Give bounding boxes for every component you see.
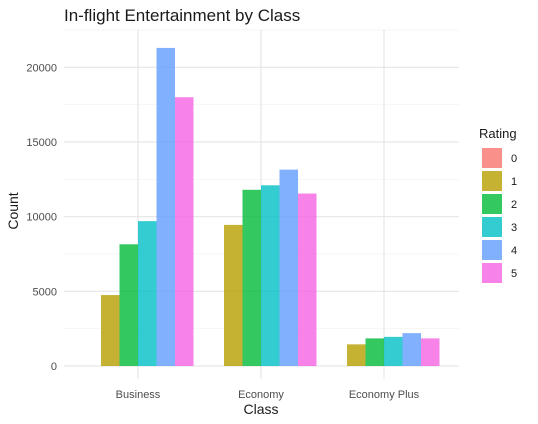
bar-business-rating-3 — [138, 221, 157, 366]
bar-economy-plus-rating-2 — [365, 338, 384, 366]
x-tick-label: Business — [116, 389, 161, 401]
legend-key-2 — [482, 194, 502, 214]
bar-economy-plus-rating-1 — [347, 344, 366, 366]
x-axis-ticks: Business Economy Economy Plus — [116, 389, 420, 401]
y-tick-label: 5000 — [33, 286, 57, 298]
legend-label-0: 0 — [511, 153, 517, 165]
y-tick-label: 15000 — [26, 137, 57, 149]
legend-title: Rating — [479, 126, 517, 141]
bar-economy-plus-rating-4 — [402, 333, 421, 366]
legend-label-5: 5 — [511, 268, 517, 280]
legend-label-1: 1 — [511, 176, 517, 188]
bar-business-rating-5 — [175, 97, 194, 366]
bar-economy-rating-1 — [224, 224, 243, 366]
legend-key-0 — [482, 148, 502, 168]
legend-key-4 — [482, 240, 502, 260]
legend-key-1 — [482, 171, 502, 191]
y-tick-label: 20000 — [26, 62, 57, 74]
bar-economy-rating-3 — [261, 185, 280, 366]
y-axis-title: Count — [5, 192, 21, 229]
legend-key-5 — [482, 263, 502, 283]
bar-economy-rating-4 — [279, 169, 298, 366]
legend: Rating 0 1 2 3 4 5 — [479, 126, 517, 283]
bar-economy-plus-rating-5 — [421, 338, 440, 366]
y-tick-label: 0 — [51, 361, 57, 373]
bar-business-rating-1 — [101, 295, 120, 366]
legend-label-3: 3 — [511, 222, 517, 234]
bar-business-rating-2 — [119, 244, 138, 366]
chart-title: In-flight Entertainment by Class — [64, 6, 300, 25]
y-axis-ticks: 0 5000 10000 15000 20000 — [26, 62, 57, 373]
bar-economy-rating-5 — [298, 193, 317, 366]
bar-business-rating-4 — [156, 47, 175, 367]
legend-label-2: 2 — [511, 199, 517, 211]
x-axis-title: Class — [243, 401, 278, 417]
x-tick-label: Economy Plus — [349, 389, 420, 401]
x-tick-label: Economy — [238, 389, 284, 401]
bars — [101, 47, 440, 367]
bar-economy-plus-rating-3 — [384, 336, 403, 366]
bar-economy-rating-2 — [242, 189, 261, 366]
y-tick-label: 10000 — [26, 212, 57, 224]
legend-key-3 — [482, 217, 502, 237]
legend-label-4: 4 — [511, 245, 517, 257]
